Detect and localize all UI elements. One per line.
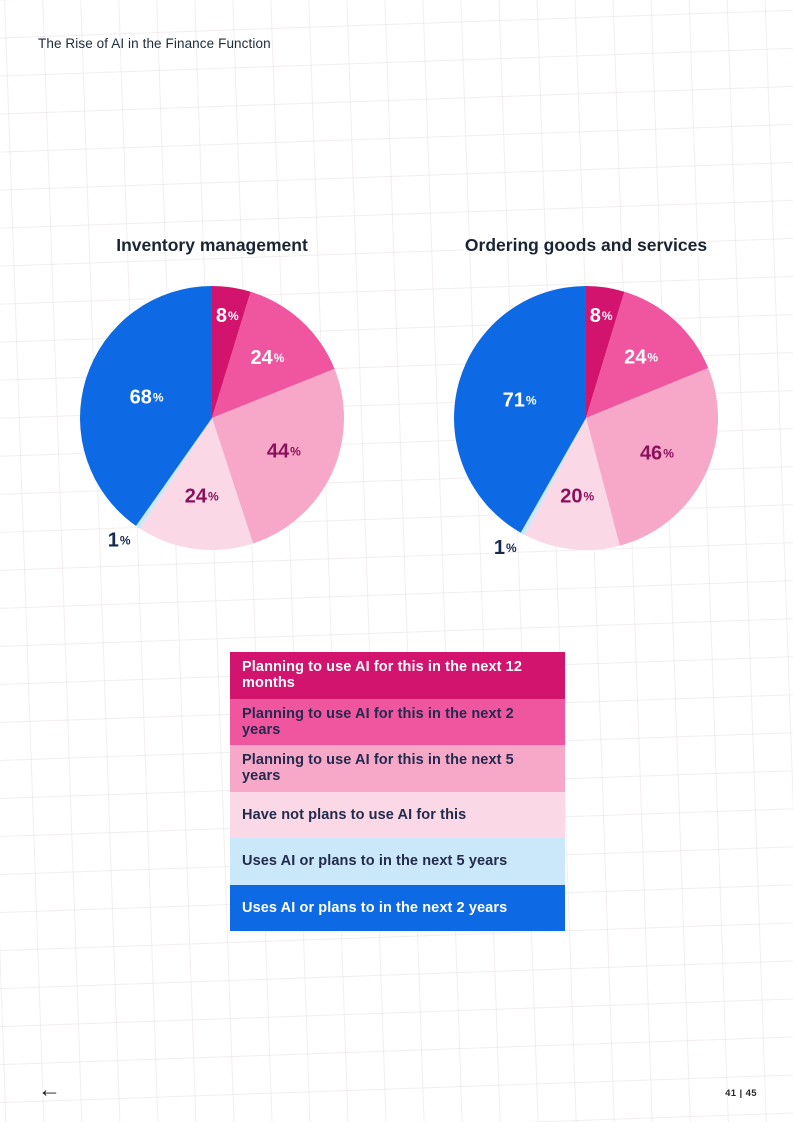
pie-slice-value-label: 1% bbox=[108, 529, 131, 551]
back-arrow-icon[interactable]: ← bbox=[38, 1076, 61, 1102]
pie-slice-value-label: 1% bbox=[494, 537, 517, 559]
document-title: The Rise of AI in the Finance Function bbox=[38, 36, 271, 51]
pie-slice bbox=[212, 291, 335, 418]
inventory-management-pie-chart: 8% 24% 44% 24% 1% 68% bbox=[80, 286, 344, 551]
legend-item-planning-12-months: Planning to use AI for this in the next … bbox=[230, 652, 565, 699]
ordering-goods-pie-chart: 8% 24% 46% 20% 1% 71% bbox=[454, 286, 718, 559]
pie-slice-value-label: 24% bbox=[185, 486, 219, 508]
chart-title-ordering-goods: Ordering goods and services bbox=[464, 235, 708, 255]
pie-slice-value-label: 24% bbox=[624, 347, 658, 369]
legend-item-uses-2-years: Uses AI or plans to in the next 2 years bbox=[230, 884, 565, 931]
pie-slice-value-label: 20% bbox=[560, 486, 594, 508]
pie-slice bbox=[586, 368, 718, 546]
pie-slice bbox=[80, 286, 213, 526]
pie-slice-value-label: 68% bbox=[130, 386, 164, 408]
chart-title-inventory-management: Inventory management bbox=[116, 235, 308, 255]
pie-slice-value-label: 46% bbox=[640, 442, 674, 464]
legend-item-uses-5-years: Uses AI or plans to in the next 5 years bbox=[230, 838, 565, 885]
page-indicator: 41 | 45 bbox=[725, 1088, 757, 1099]
legend-item-planning-5-years: Planning to use AI for this in the next … bbox=[230, 745, 565, 792]
inventory-management-chart: Inventory management 8% 24% 44% 24% 1% 68% bbox=[52, 234, 372, 578]
pie-slice bbox=[586, 286, 625, 418]
ordering-goods-chart: Ordering goods and services 8% 24% 46% 20% 1… bbox=[426, 234, 746, 578]
pie-slice bbox=[454, 286, 586, 533]
legend-item-no-plans: Have not plans to use AI for this bbox=[230, 791, 565, 838]
pie-slice bbox=[520, 418, 586, 536]
pie-slice-value-label: 44% bbox=[267, 441, 301, 463]
pie-slice bbox=[586, 291, 709, 418]
legend-item-planning-2-years: Planning to use AI for this in the next … bbox=[230, 698, 565, 745]
pie-slice-value-label: 24% bbox=[250, 347, 284, 369]
pie-slice bbox=[212, 286, 251, 418]
chart-legend: Planning to use AI for this in the next … bbox=[230, 652, 565, 931]
pie-slice bbox=[140, 418, 254, 550]
pie-slice-value-label: 8% bbox=[216, 305, 239, 327]
pie-slice-value-label: 8% bbox=[590, 305, 613, 327]
pie-slice-value-label: 71% bbox=[503, 389, 537, 411]
pie-slice bbox=[212, 368, 344, 544]
pie-slice bbox=[524, 418, 620, 551]
pie-slice bbox=[136, 418, 212, 529]
